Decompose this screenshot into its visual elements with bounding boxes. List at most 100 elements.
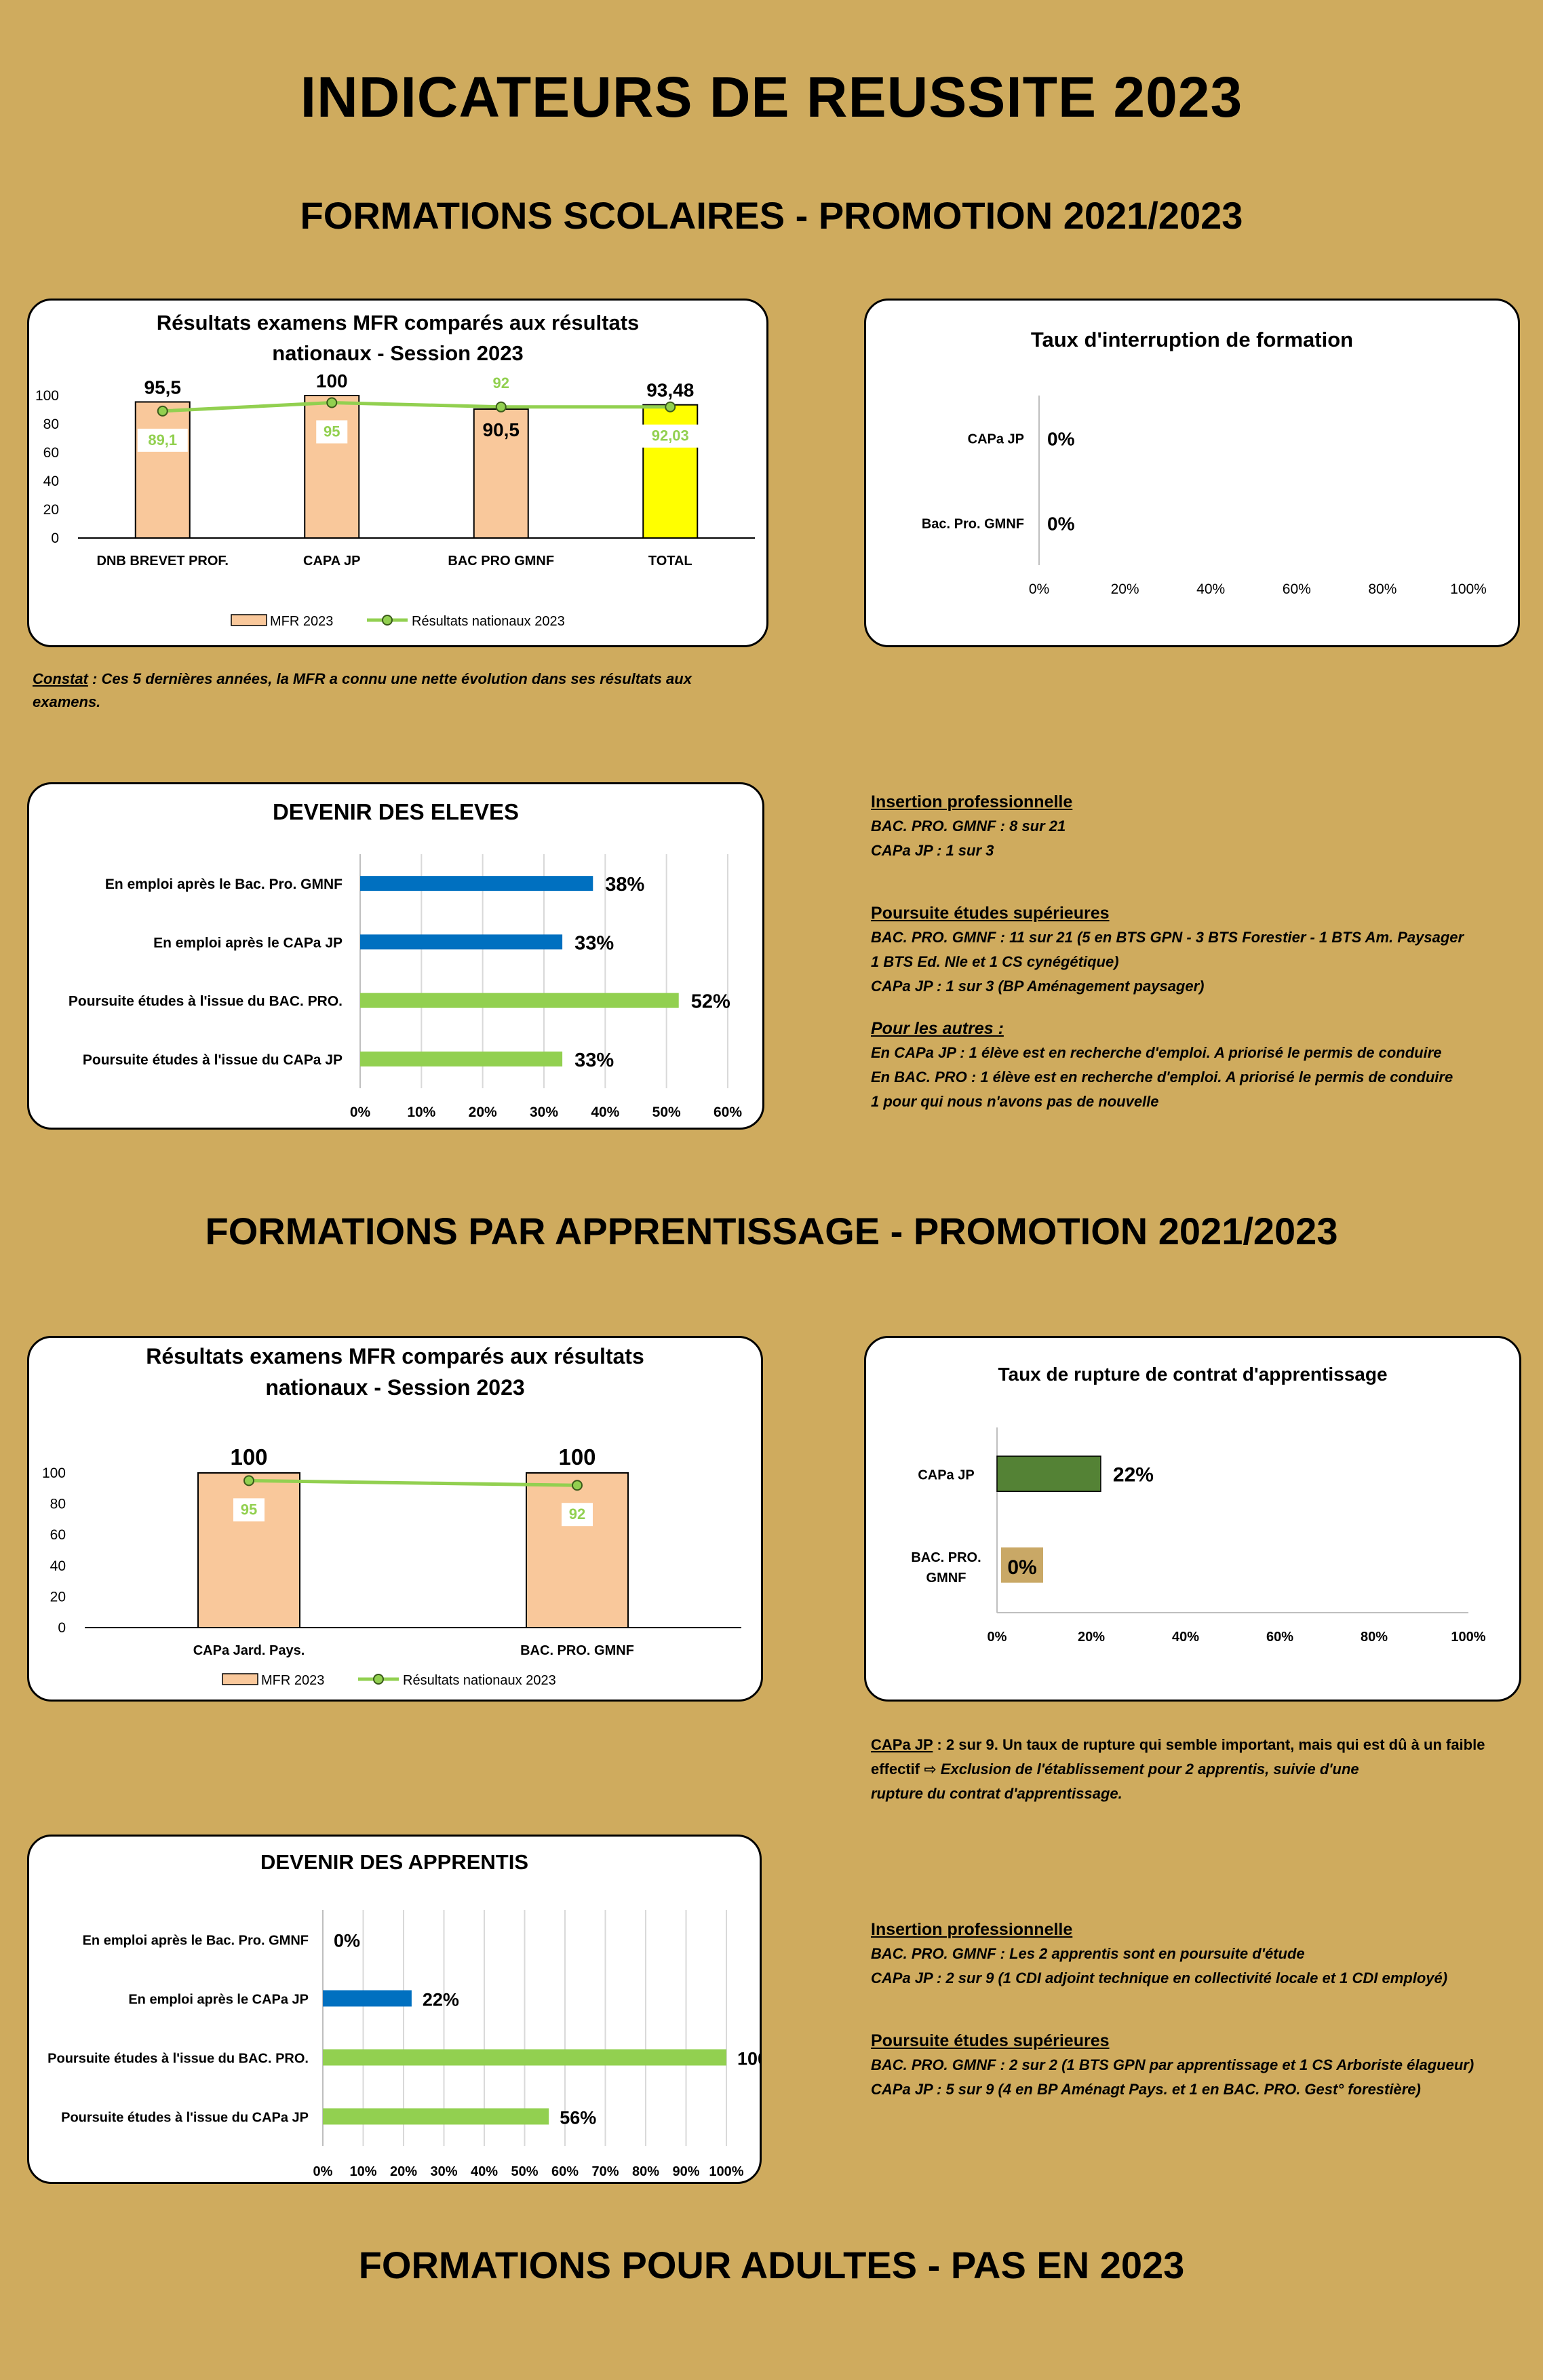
chart-svg: 0% 20% 40% 60% 80% 100% 22% 0% CAPa JP BAC. PRO. G… [911, 1427, 1486, 1645]
bar [134, 401, 191, 539]
x-tick-label: 40% [591, 1105, 619, 1120]
legend-swatch-mfr [231, 614, 267, 626]
category-label: BAC PRO GMNF [448, 554, 554, 569]
bar-value-label: 22% [423, 1990, 459, 2010]
x-tick-label: 10% [407, 1105, 435, 1120]
bar-value-label: 0% [334, 1931, 360, 1951]
x-tick-label: 60% [551, 2164, 579, 2179]
line-label-box [233, 1498, 265, 1522]
bar-value-label: 22% [1113, 1463, 1154, 1486]
legend-marker [382, 615, 393, 626]
category-label: Poursuite études à l'issue du CAPa JP [83, 1052, 343, 1068]
y-tick-label: 20 [50, 1589, 66, 1605]
bar-label-box [1001, 1547, 1043, 1583]
x-tick-label: 20% [1078, 1630, 1105, 1645]
x-tick-label: 70% [591, 2164, 619, 2179]
x-tick-label: 100% [1451, 1630, 1485, 1645]
category-label: Poursuite études à l'issue du BAC. PRO. [47, 2052, 309, 2067]
chart-interruption: Taux d'interruption de formation 0% 20% 40… [864, 299, 1520, 647]
x-tick-label: 80% [1361, 1630, 1388, 1645]
category-label: En emploi après le Bac. Pro. GMNF [105, 877, 343, 892]
bar [360, 934, 563, 950]
category-label: CAPa JP [918, 1467, 974, 1482]
bar [197, 1472, 300, 1628]
category-label: Bac. Pro. GMNF [922, 517, 1024, 532]
constat-note: Constat : Ces 5 dernières années, la MFR… [33, 668, 751, 714]
bar-value-label: 0% [1047, 514, 1075, 535]
bar [360, 1051, 563, 1067]
line-point [665, 401, 676, 412]
bar-value-label: 95,5 [144, 377, 182, 398]
x-tick-label: 10% [349, 2164, 376, 2179]
category-label: Poursuite études à l'issue du CAPa JP [61, 2111, 309, 2126]
bar [360, 993, 679, 1008]
y-tick-label: 60 [43, 445, 59, 461]
x-tick-label: 0% [1029, 581, 1049, 597]
chart-devenir-eleves: DEVENIR DES ELEVES 0% 10% 20% 30% 40% 50% 60% 3… [27, 782, 764, 1130]
constat-label: Constat [33, 670, 88, 687]
y-tick-label: 60 [50, 1527, 66, 1543]
line-point [157, 405, 168, 417]
x-tick-label: 60% [1283, 581, 1311, 597]
category-label: Poursuite études à l'issue du BAC. PRO. [69, 994, 343, 1010]
category-label: En emploi après le Bac. Pro. GMNF [83, 1934, 309, 1949]
legend-label: Résultats nationaux 2023 [412, 614, 565, 629]
legend-label: MFR 2023 [261, 1673, 324, 1688]
line-label-box [562, 1503, 593, 1527]
line-value-label: 95 [241, 1501, 257, 1518]
x-tick-label: 50% [511, 2164, 538, 2179]
y-tick-label: 100 [35, 388, 59, 404]
x-tick-label: 60% [714, 1105, 742, 1120]
chart-exam-apprentis: Résultats examens MFR comparés aux résul… [27, 1336, 763, 1702]
x-tick-label: 40% [1172, 1630, 1199, 1645]
y-tick-label: 80 [50, 1497, 66, 1512]
chart-rupture: Taux de rupture de contrat d'apprentissa… [864, 1336, 1521, 1702]
constat-text: : Ces 5 dernières années, la MFR a connu… [33, 670, 692, 710]
bar-value-label: 38% [605, 874, 644, 896]
x-tick-label: 80% [1368, 581, 1396, 597]
y-tick-label: 0 [51, 531, 59, 546]
category-label: CAPA JP [303, 554, 360, 569]
arrow-icon: ⇨ [924, 1761, 937, 1778]
line-value-label: 95 [324, 423, 340, 440]
x-tick-label: 80% [632, 2164, 659, 2179]
y-tick-label: 20 [43, 502, 59, 518]
line-label-box [137, 428, 188, 452]
y-tick-label: 0 [58, 1620, 66, 1636]
page-title: INDICATEURS DE REUSSITE 2023 [300, 65, 1243, 129]
chart-svg: 0% 20% 40% 60% 80% 100% 0% 0% CAPa JP Bac. Pro. G… [922, 396, 1487, 597]
bar-value-label: 100 [230, 1444, 267, 1470]
chart-exam-scolaire: Résultats examens MFR comparés aux résul… [27, 299, 768, 647]
line-value-label: 92 [569, 1505, 585, 1522]
x-tick-label: 60% [1266, 1630, 1293, 1645]
bar [526, 1472, 629, 1628]
line-label-box [640, 424, 701, 448]
legend-label: MFR 2023 [270, 614, 333, 629]
x-tick-label: 0% [988, 1630, 1007, 1645]
bar-value-label: 0% [1007, 1556, 1036, 1579]
category-label: TOTAL [648, 554, 692, 569]
series-line [248, 1478, 578, 1487]
chart-title: Résultats examens MFR comparés aux résul… [146, 1344, 644, 1400]
line-value-label: 92 [493, 375, 509, 391]
bar-value-label: 52% [691, 991, 730, 1013]
category-label: BAC. PRO. [911, 1550, 981, 1565]
category-label: CAPa JP [968, 432, 1024, 447]
section-title-scolaire: FORMATIONS SCOLAIRES - PROMOTION 2021/20… [300, 194, 1243, 237]
bar-value-label: 100 [316, 370, 348, 391]
bar [323, 2049, 726, 2066]
line-point [495, 401, 507, 412]
line-value-label: 89,1 [148, 431, 177, 448]
chart-svg: 0% 10% 20% 30% 40% 50% 60% 70% 80% 90% 100% 0% 22% 10… [47, 1910, 760, 2179]
section-title-apprentissage: FORMATIONS PAR APPRENTISSAGE - PROMOTION… [205, 1210, 1338, 1252]
bar [323, 1990, 412, 2007]
bar [304, 395, 360, 539]
x-tick-label: 100% [1450, 581, 1487, 597]
chart-svg: 0 20 40 60 80 100 95,5 100 90,5 93,48 89,1 95 92 92,0… [35, 370, 755, 629]
apprentis-notes: Insertion professionnelle BAC. PRO. GMNF… [871, 1920, 1474, 2098]
line-point [243, 1475, 254, 1486]
category-label: GMNF [926, 1571, 966, 1586]
x-tick-label: 0% [313, 2164, 333, 2179]
legend-swatch-mfr [222, 1673, 258, 1685]
bar-value-label: 33% [574, 1050, 614, 1071]
